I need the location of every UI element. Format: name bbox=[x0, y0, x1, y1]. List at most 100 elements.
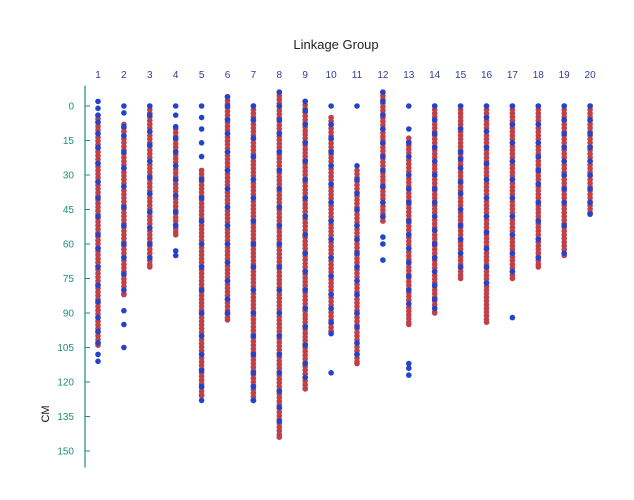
group-label-18: 18 bbox=[533, 70, 545, 81]
marker-blue bbox=[328, 319, 334, 326]
marker-blue bbox=[587, 199, 593, 206]
marker-blue bbox=[457, 126, 464, 132]
marker-blue bbox=[406, 287, 412, 293]
marker-blue bbox=[509, 140, 516, 146]
marker-blue bbox=[406, 126, 412, 132]
y-axis: 0 15 30 45 60 75 90 105 120 135 150 bbox=[57, 85, 90, 468]
marker-blue bbox=[121, 165, 127, 171]
group-labels: 1 2 3 4 5 6 7 8 9 10 11 12 13 14 15 16 17 18 19 20 bbox=[95, 70, 596, 81]
linkage-group-3 bbox=[147, 103, 153, 270]
marker-blue bbox=[121, 271, 127, 277]
linkage-group-16 bbox=[483, 103, 490, 326]
marker-blue bbox=[250, 383, 257, 390]
marker-blue bbox=[302, 268, 309, 275]
linkage-group-10 bbox=[328, 103, 334, 376]
markers bbox=[95, 89, 593, 441]
group-label-4: 4 bbox=[173, 70, 179, 81]
marker-blue bbox=[121, 123, 127, 130]
marker-blue bbox=[457, 264, 464, 270]
marker-blue bbox=[198, 153, 205, 160]
marker-blue bbox=[406, 372, 412, 378]
marker-blue bbox=[457, 190, 464, 197]
marker-blue bbox=[406, 199, 412, 206]
marker-blue bbox=[302, 176, 309, 183]
group-label-13: 13 bbox=[403, 70, 415, 81]
marker-blue bbox=[276, 310, 283, 316]
marker-blue bbox=[276, 204, 283, 210]
group-label-6: 6 bbox=[225, 70, 231, 81]
marker-blue bbox=[431, 296, 438, 303]
marker-blue bbox=[380, 89, 386, 95]
marker-blue bbox=[431, 186, 438, 192]
marker-blue bbox=[172, 149, 179, 155]
marker-blue bbox=[121, 222, 127, 229]
marker-blue bbox=[250, 135, 257, 141]
marker-blue bbox=[380, 241, 386, 247]
marker-blue bbox=[483, 176, 490, 183]
marker-blue bbox=[147, 142, 153, 148]
marker-blue bbox=[587, 130, 593, 137]
marker-blue bbox=[354, 103, 360, 109]
y-tick-label: 0 bbox=[68, 102, 74, 113]
marker-red bbox=[483, 319, 490, 326]
marker-blue bbox=[198, 176, 205, 183]
marker-blue bbox=[224, 310, 231, 316]
group-label-17: 17 bbox=[507, 70, 519, 81]
marker-blue bbox=[147, 241, 153, 247]
marker-blue bbox=[302, 98, 309, 105]
marker-blue bbox=[406, 172, 412, 178]
marker-blue bbox=[95, 98, 101, 105]
group-label-16: 16 bbox=[481, 70, 493, 81]
marker-blue bbox=[354, 206, 360, 213]
marker-blue bbox=[328, 330, 334, 337]
marker-blue bbox=[354, 291, 360, 298]
marker-blue bbox=[431, 172, 438, 178]
marker-blue bbox=[172, 209, 179, 215]
y-tick-label: 150 bbox=[57, 447, 74, 458]
group-label-7: 7 bbox=[251, 70, 257, 81]
marker-red bbox=[198, 393, 205, 399]
marker-blue bbox=[561, 199, 567, 206]
marker-blue bbox=[276, 167, 283, 174]
group-label-11: 11 bbox=[352, 70, 363, 81]
marker-blue bbox=[535, 121, 542, 128]
marker-blue bbox=[509, 213, 516, 220]
marker-blue bbox=[328, 181, 334, 187]
marker-red bbox=[354, 360, 360, 367]
marker-blue bbox=[147, 103, 153, 109]
marker-blue bbox=[276, 333, 283, 339]
marker-red bbox=[121, 291, 127, 298]
marker-blue bbox=[509, 121, 516, 128]
marker-blue bbox=[354, 310, 360, 316]
marker-blue bbox=[250, 287, 257, 293]
marker-blue bbox=[483, 280, 490, 286]
marker-blue bbox=[172, 176, 179, 183]
marker-blue bbox=[250, 218, 257, 224]
marker-blue bbox=[250, 370, 257, 376]
marker-blue bbox=[354, 190, 360, 197]
marker-blue bbox=[95, 264, 101, 270]
marker-blue bbox=[535, 103, 542, 109]
marker-blue bbox=[457, 250, 464, 256]
marker-blue bbox=[121, 344, 127, 351]
marker-blue bbox=[276, 130, 283, 137]
marker-blue bbox=[380, 126, 386, 132]
marker-blue bbox=[328, 236, 334, 243]
marker-blue bbox=[509, 195, 516, 201]
marker-blue bbox=[224, 130, 231, 137]
marker-blue bbox=[302, 374, 309, 381]
marker-blue bbox=[95, 105, 101, 112]
marker-blue bbox=[224, 222, 231, 229]
marker-blue bbox=[172, 248, 179, 254]
marker-blue bbox=[483, 103, 490, 109]
marker-blue bbox=[224, 167, 231, 174]
marker-blue bbox=[535, 153, 542, 160]
marker-blue bbox=[147, 128, 153, 135]
marker-blue bbox=[457, 149, 464, 155]
y-tick-label: 75 bbox=[63, 274, 75, 285]
marker-blue bbox=[276, 103, 283, 109]
marker-blue bbox=[535, 218, 542, 224]
marker-blue bbox=[172, 103, 179, 109]
marker-blue bbox=[147, 174, 153, 181]
